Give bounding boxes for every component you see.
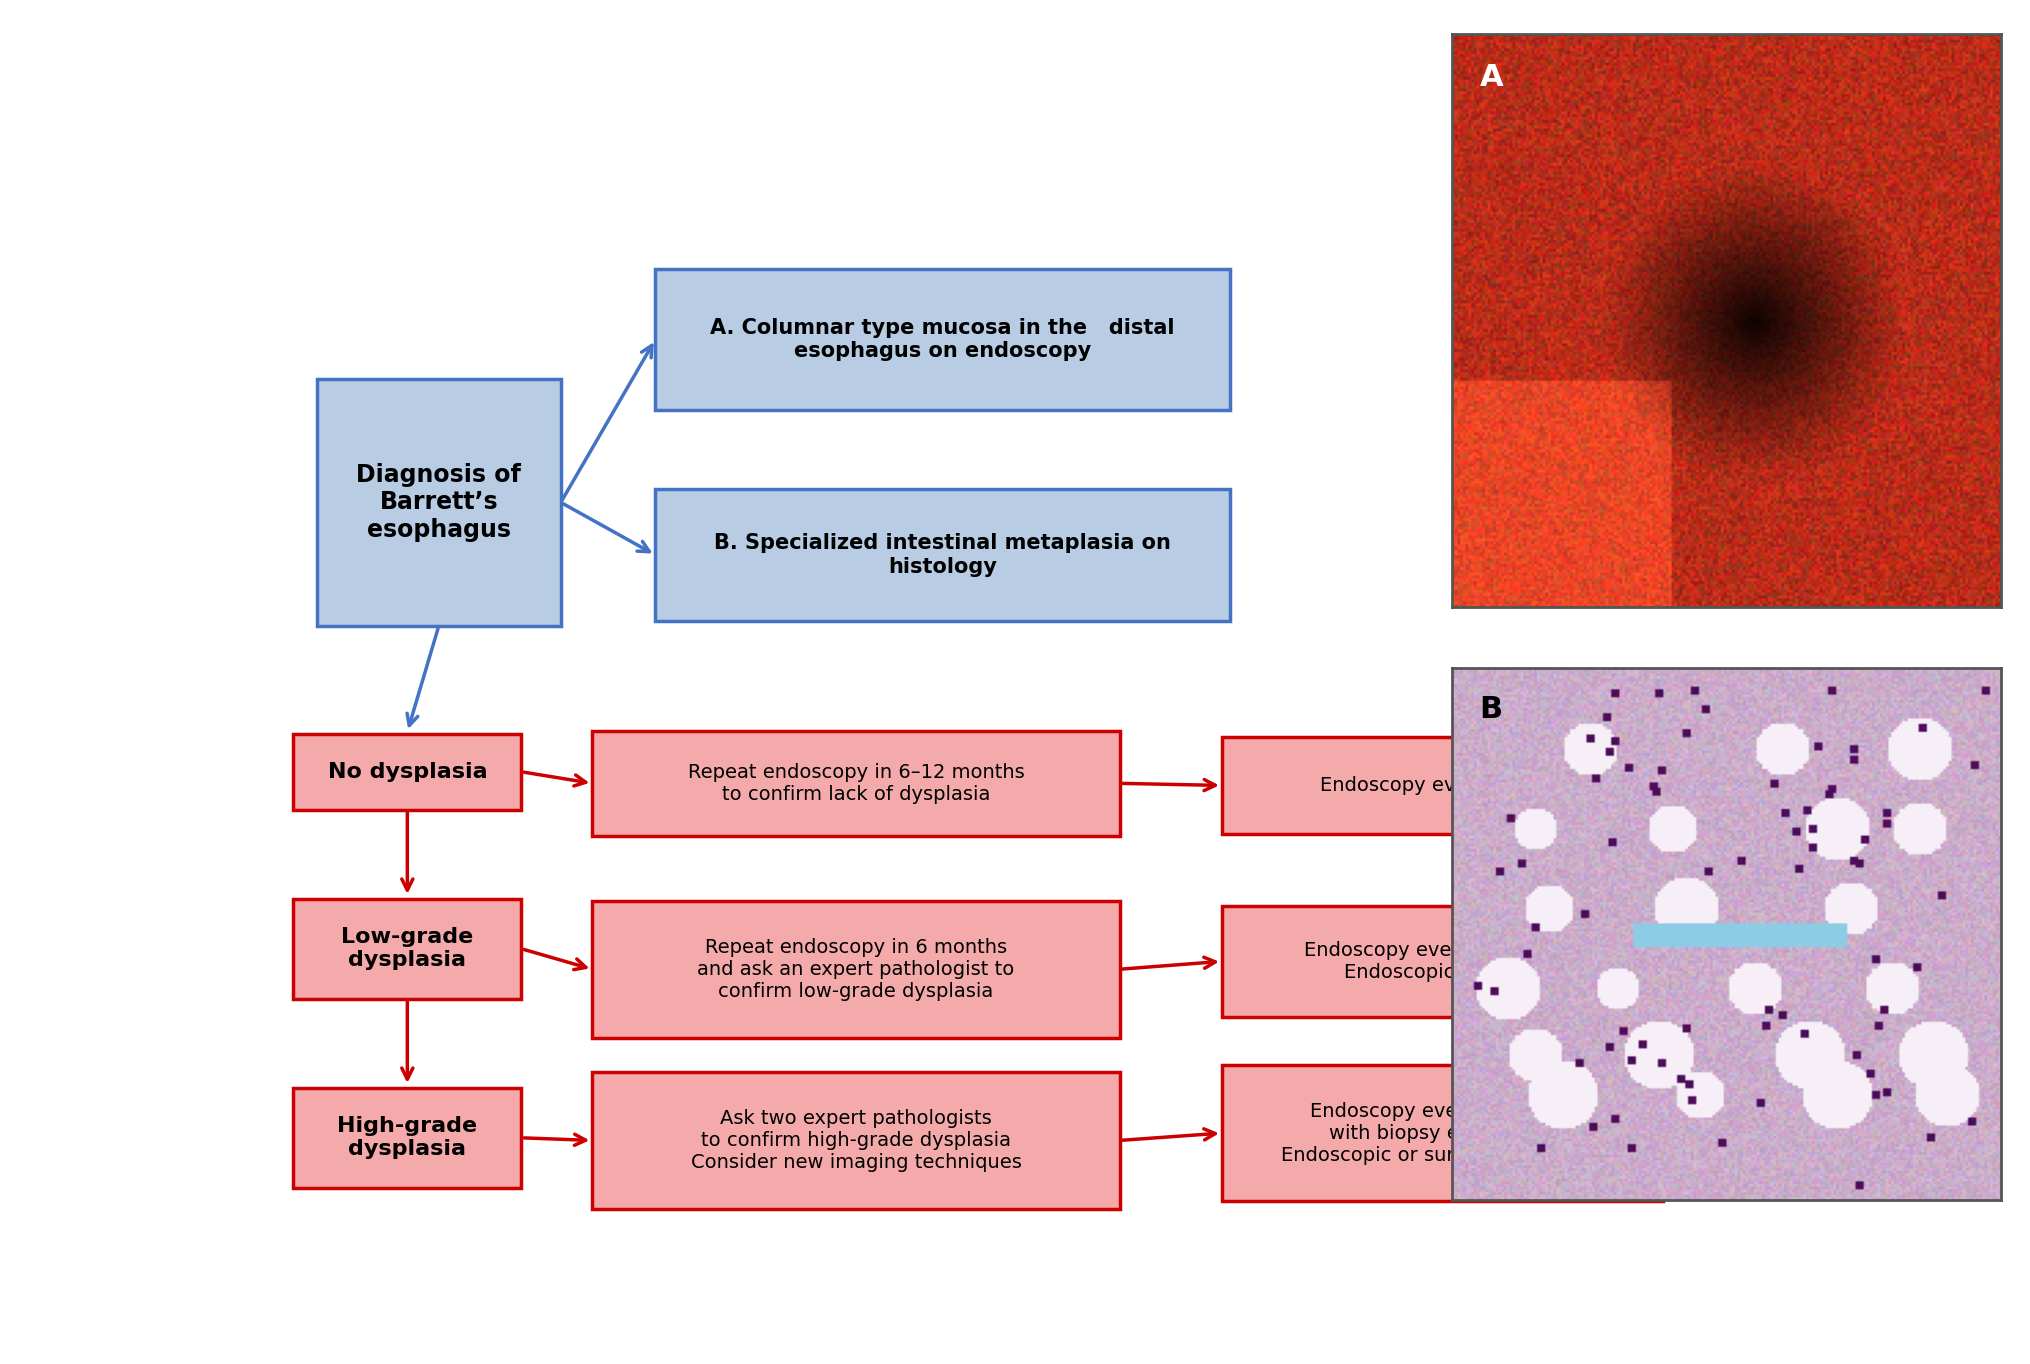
Text: Ask two expert pathologists
to confirm high-grade dysplasia
Consider new imaging: Ask two expert pathologists to confirm h… [690,1109,1021,1172]
FancyBboxPatch shape [593,902,1119,1038]
Text: A. Columnar type mucosa in the   distal
esophagus on endoscopy: A. Columnar type mucosa in the distal es… [710,318,1173,361]
FancyBboxPatch shape [656,269,1228,411]
FancyBboxPatch shape [317,379,560,626]
FancyBboxPatch shape [593,1072,1119,1209]
FancyBboxPatch shape [292,1088,522,1188]
Text: B. Specialized intestinal metaplasia on
histology: B. Specialized intestinal metaplasia on … [715,533,1171,577]
Text: Low-grade
dysplasia: Low-grade dysplasia [341,928,473,970]
Text: Repeat endoscopy in 6 months
and ask an expert pathologist to
confirm low-grade : Repeat endoscopy in 6 months and ask an … [696,937,1015,1001]
FancyBboxPatch shape [1222,906,1663,1016]
Text: B: B [1478,694,1502,724]
Text: Endoscopy every 3 years: Endoscopy every 3 years [1320,776,1565,795]
FancyBboxPatch shape [292,899,522,998]
Text: Endoscopy every 12 months
Endoscopic ablation: Endoscopy every 12 months Endoscopic abl… [1303,941,1579,982]
Text: Repeat endoscopy in 6–12 months
to confirm lack of dysplasia: Repeat endoscopy in 6–12 months to confi… [688,762,1023,803]
Text: Diagnosis of
Barrett’s
esophagus: Diagnosis of Barrett’s esophagus [355,462,522,543]
Text: High-grade
dysplasia: High-grade dysplasia [337,1116,477,1159]
Text: No dysplasia: No dysplasia [327,761,487,782]
FancyBboxPatch shape [292,734,522,810]
FancyBboxPatch shape [1222,1065,1663,1202]
Text: A: A [1478,63,1502,91]
FancyBboxPatch shape [656,490,1228,621]
Text: Endoscopy every 3 months
with biopsy every 1 cm
Endoscopic or surgical treatment: Endoscopy every 3 months with biopsy eve… [1281,1102,1604,1165]
FancyBboxPatch shape [593,731,1119,836]
FancyBboxPatch shape [1222,737,1663,833]
